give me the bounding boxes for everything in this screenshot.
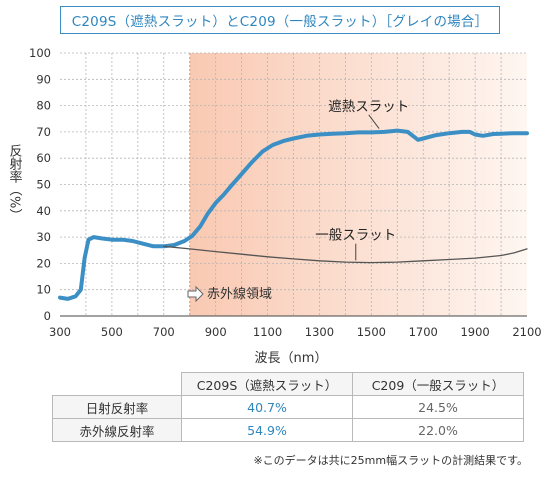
series-label: 遮熱スラット (328, 99, 409, 115)
x-tick-label: 1700 (409, 325, 438, 339)
y-tick-label: 60 (36, 151, 51, 165)
x-tick-label: 1500 (357, 325, 386, 339)
reflectance-table: C209S（遮熱スラット） C209（一般スラット） 日射反射率 40.7% 2… (52, 372, 524, 442)
y-axis-label-text: 反射率（%） (7, 144, 23, 221)
row-label: 日射反射率 (52, 395, 182, 419)
y-axis-ticks: 0 10 20 30 40 50 60 70 80 90 100 (29, 46, 51, 323)
chart-title: C209S（遮熱スラット）とC209（一般スラット）［グレイの場合］ (60, 6, 500, 34)
y-tick-label: 10 (36, 283, 51, 297)
footnote: ※このデータは共に25mm幅スラットの計測結果です。 (253, 454, 528, 467)
y-tick-label: 100 (29, 46, 51, 60)
x-tick-label: 700 (153, 325, 175, 339)
y-tick-label: 30 (36, 230, 51, 244)
x-tick-label: 2100 (512, 325, 541, 339)
table-cell: 40.7% (181, 395, 353, 419)
col-header-c209: C209（一般スラット） (352, 372, 524, 396)
x-axis-label: 波長（nm） (255, 351, 328, 366)
arrow-right-icon (187, 285, 204, 303)
series-label: 一般スラット (315, 228, 396, 244)
y-tick-label: 80 (36, 99, 51, 113)
x-tick-label: 500 (101, 325, 123, 339)
y-tick-label: 50 (36, 178, 51, 192)
table-header-row: C209S（遮熱スラット） C209（一般スラット） (52, 372, 524, 396)
y-tick-label: 20 (36, 256, 51, 270)
x-tick-label: 900 (205, 325, 227, 339)
y-tick-label: 0 (44, 309, 51, 323)
reflectance-chart: 0 10 20 30 40 50 60 70 80 90 100 300 500 700 900 1100 1… (7, 46, 542, 366)
table-row: 日射反射率 40.7% 24.5% (52, 395, 524, 419)
series-line-shanetsu (58, 128, 529, 301)
x-tick-label: 1900 (460, 325, 489, 339)
infrared-region-text: 赤外線領域 (207, 286, 272, 302)
table-cell: 54.9% (181, 418, 353, 442)
col-header-c209s: C209S（遮熱スラット） (181, 372, 353, 396)
table-row: 赤外線反射率 54.9% 22.0% (52, 418, 524, 442)
y-tick-label: 40 (36, 204, 51, 218)
x-axis-ticks: 300 500 700 900 1100 1300 1500 1700 1900 2100 (49, 325, 542, 339)
y-tick-label: 90 (36, 72, 51, 86)
y-tick-label: 70 (36, 125, 51, 139)
x-tick-label: 1300 (305, 325, 334, 339)
table-cell: 24.5% (352, 395, 524, 419)
x-tick-label: 300 (49, 325, 71, 339)
row-label: 赤外線反射率 (52, 418, 182, 442)
series-line-ippan (163, 245, 528, 264)
x-tick-label: 1100 (253, 325, 282, 339)
table-cell: 22.0% (352, 418, 524, 442)
infrared-region-label: 赤外線領域 (187, 285, 272, 303)
series-leader-line (368, 114, 380, 129)
table-corner (52, 372, 182, 396)
